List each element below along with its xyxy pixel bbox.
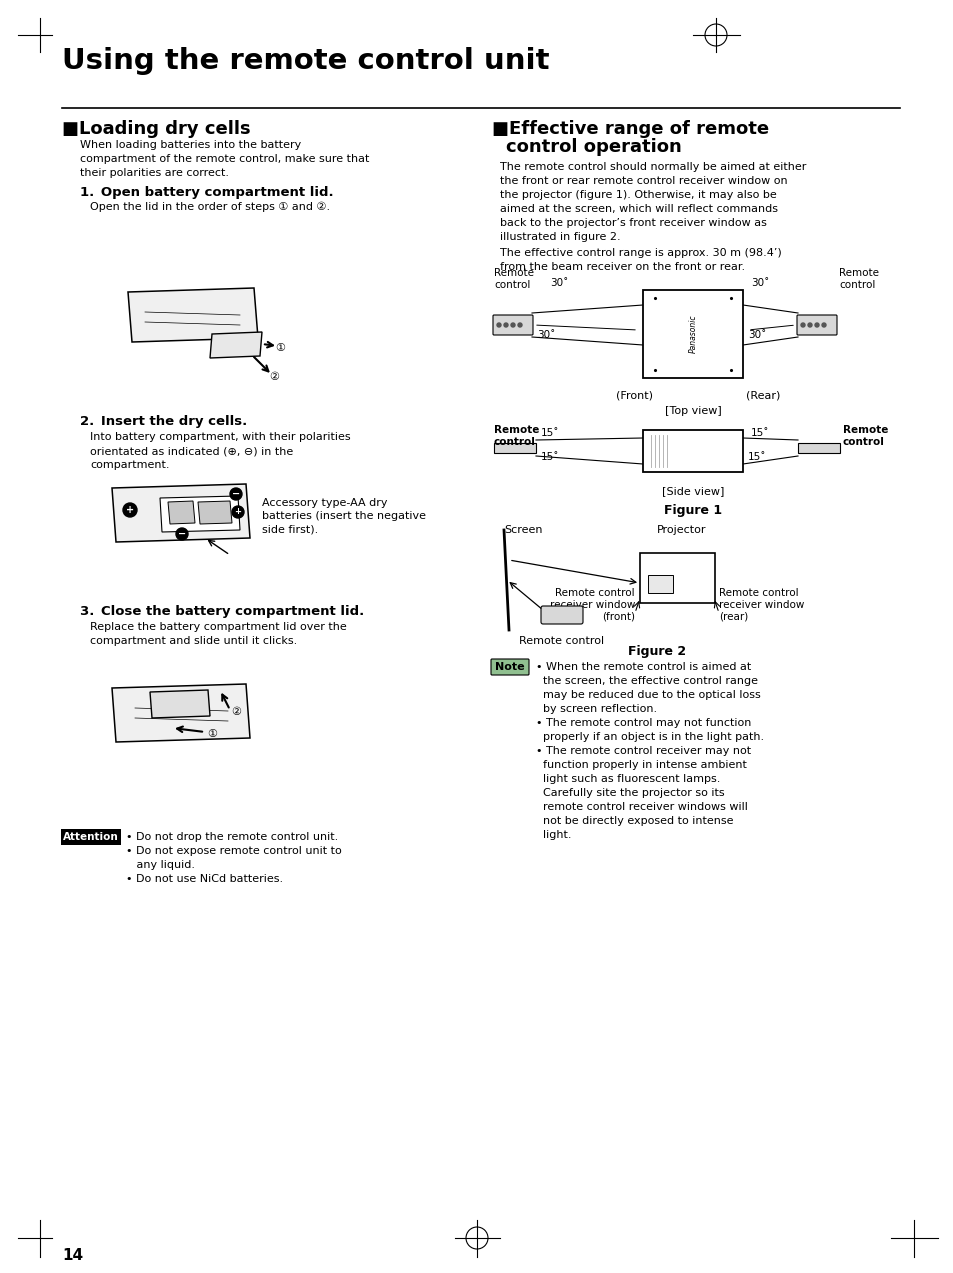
Text: Replace the battery compartment lid over the
compartment and slide until it clic: Replace the battery compartment lid over… <box>90 622 346 645</box>
Text: Remote
control: Remote control <box>842 425 887 447</box>
Circle shape <box>503 323 507 327</box>
Text: Open the lid in the order of steps ① and ②.: Open the lid in the order of steps ① and… <box>90 202 330 213</box>
Text: Remote control
receiver window
(rear): Remote control receiver window (rear) <box>719 588 803 621</box>
Polygon shape <box>198 502 232 524</box>
Text: Figure 2: Figure 2 <box>627 645 685 658</box>
Polygon shape <box>168 502 194 524</box>
Text: 30˚: 30˚ <box>750 278 768 288</box>
Text: −: − <box>232 489 240 499</box>
Polygon shape <box>112 684 250 742</box>
FancyBboxPatch shape <box>796 314 836 335</box>
Text: • When the remote control is aimed at
  the screen, the effective control range
: • When the remote control is aimed at th… <box>536 662 763 840</box>
Bar <box>797 443 840 453</box>
Text: 15˚: 15˚ <box>747 452 765 462</box>
Text: The effective control range is approx. 30 m (98.4’)
from the beam receiver on th: The effective control range is approx. 3… <box>499 248 781 272</box>
Text: [Side view]: [Side view] <box>661 486 723 496</box>
FancyBboxPatch shape <box>493 314 533 335</box>
Text: ■Loading dry cells: ■Loading dry cells <box>62 120 251 137</box>
Circle shape <box>814 323 818 327</box>
Circle shape <box>175 528 188 540</box>
Polygon shape <box>210 332 262 358</box>
Text: Remote
control: Remote control <box>494 269 534 289</box>
Text: ②: ② <box>231 707 241 717</box>
Text: ①: ① <box>274 342 285 353</box>
Text: 15˚: 15˚ <box>750 428 769 438</box>
Text: ①: ① <box>207 729 216 740</box>
Bar <box>642 290 742 378</box>
Circle shape <box>230 488 242 500</box>
Text: Accessory type-AA dry
batteries (insert the negative
side first).: Accessory type-AA dry batteries (insert … <box>262 498 426 535</box>
Bar <box>642 430 742 472</box>
Text: Remote control
receiver window
(front): Remote control receiver window (front) <box>549 588 635 621</box>
Text: Panasonic: Panasonic <box>688 314 697 354</box>
Text: 2. Insert the dry cells.: 2. Insert the dry cells. <box>80 415 247 428</box>
Text: Remote control: Remote control <box>518 636 604 645</box>
Polygon shape <box>150 690 210 718</box>
Text: +: + <box>126 505 134 516</box>
Text: Projector: Projector <box>657 524 706 535</box>
Text: Screen: Screen <box>503 524 542 535</box>
Text: (Rear): (Rear) <box>745 390 780 400</box>
Circle shape <box>511 323 515 327</box>
Circle shape <box>232 505 244 518</box>
Polygon shape <box>128 288 257 342</box>
Text: Attention: Attention <box>63 833 119 841</box>
FancyBboxPatch shape <box>491 659 529 675</box>
Text: The remote control should normally be aimed at either
the front or rear remote c: The remote control should normally be ai… <box>499 162 805 242</box>
Text: [Top view]: [Top view] <box>664 406 720 416</box>
Text: When loading batteries into the battery
compartment of the remote control, make : When loading batteries into the battery … <box>80 140 369 178</box>
Text: 15˚: 15˚ <box>540 428 558 438</box>
Text: 30˚: 30˚ <box>537 330 555 340</box>
Text: +: + <box>234 508 241 517</box>
FancyBboxPatch shape <box>61 829 121 845</box>
Text: • Do not drop the remote control unit.
• Do not expose remote control unit to
  : • Do not drop the remote control unit. •… <box>126 833 341 883</box>
Text: Using the remote control unit: Using the remote control unit <box>62 47 549 75</box>
Text: (Front): (Front) <box>616 390 653 400</box>
Text: ②: ② <box>269 372 278 382</box>
Text: 30˚: 30˚ <box>550 278 568 288</box>
Text: ■Effective range of remote: ■Effective range of remote <box>492 120 768 137</box>
Circle shape <box>123 503 137 517</box>
Text: Remote
control: Remote control <box>494 425 538 447</box>
Text: −: − <box>178 530 186 538</box>
Circle shape <box>821 323 825 327</box>
Circle shape <box>807 323 811 327</box>
Text: Note: Note <box>495 662 524 672</box>
Circle shape <box>517 323 521 327</box>
Polygon shape <box>160 496 240 532</box>
Text: 3. Close the battery compartment lid.: 3. Close the battery compartment lid. <box>80 605 364 617</box>
Text: 30˚: 30˚ <box>747 330 765 340</box>
Text: Remote
control: Remote control <box>838 269 878 289</box>
Text: 15˚: 15˚ <box>540 452 558 462</box>
Text: Figure 1: Figure 1 <box>663 504 721 517</box>
FancyBboxPatch shape <box>540 606 582 624</box>
Text: 14: 14 <box>62 1248 83 1263</box>
Text: 1. Open battery compartment lid.: 1. Open battery compartment lid. <box>80 186 334 199</box>
Bar <box>639 552 714 603</box>
Circle shape <box>801 323 804 327</box>
Text: control operation: control operation <box>505 137 681 157</box>
Bar <box>647 575 672 593</box>
Bar <box>494 443 536 453</box>
Polygon shape <box>112 484 250 542</box>
Text: Into battery compartment, with their polarities
orientated as indicated (⊕, ⊖) i: Into battery compartment, with their pol… <box>90 432 351 470</box>
Circle shape <box>497 323 500 327</box>
